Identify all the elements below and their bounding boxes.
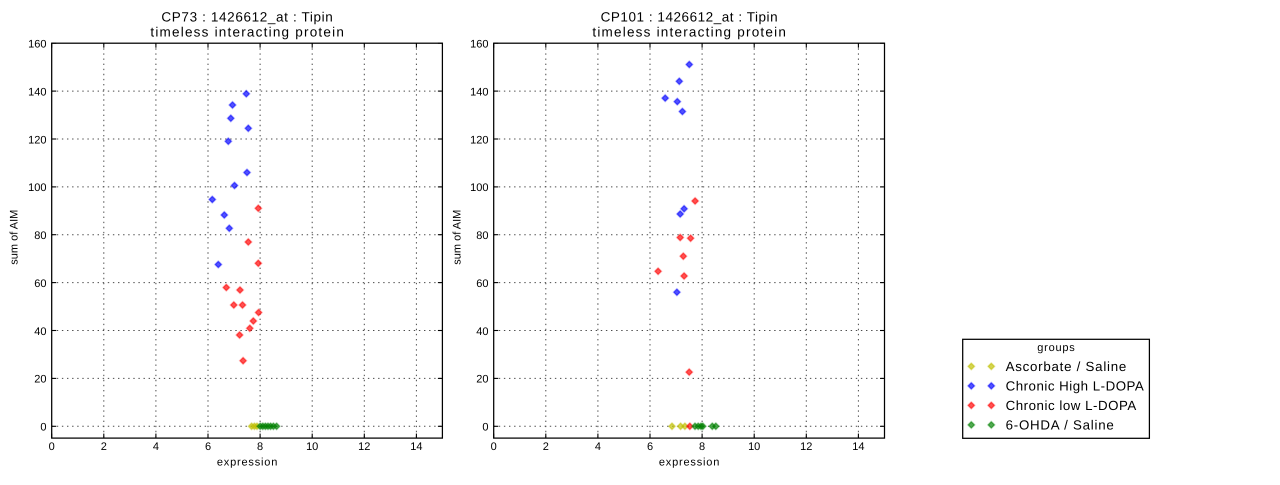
svg-text:12: 12: [800, 441, 812, 453]
svg-text:timeless interacting protein: timeless interacting protein: [592, 24, 786, 39]
svg-text:Ascorbate / Saline: Ascorbate / Saline: [1006, 359, 1127, 374]
svg-text:140: 140: [470, 86, 488, 98]
svg-text:sum of AIM: sum of AIM: [451, 210, 463, 265]
svg-text:14: 14: [410, 441, 422, 453]
svg-text:2: 2: [543, 441, 549, 453]
svg-text:120: 120: [28, 134, 46, 146]
svg-text:160: 160: [470, 39, 488, 51]
svg-text:6-OHDA / Saline: 6-OHDA / Saline: [1006, 418, 1114, 433]
svg-text:12: 12: [358, 441, 370, 453]
svg-text:160: 160: [28, 39, 46, 51]
svg-text:4: 4: [595, 441, 601, 453]
svg-text:0: 0: [491, 441, 497, 453]
svg-text:120: 120: [470, 134, 488, 146]
svg-text:80: 80: [476, 230, 488, 242]
svg-text:60: 60: [476, 278, 488, 290]
svg-text:140: 140: [28, 86, 46, 98]
svg-text:10: 10: [306, 441, 318, 453]
svg-text:20: 20: [34, 374, 46, 386]
svg-text:8: 8: [699, 441, 705, 453]
svg-text:CP101 : 1426612_at : Tipin: CP101 : 1426612_at : Tipin: [601, 9, 778, 24]
svg-text:Chronic low L-DOPA: Chronic low L-DOPA: [1006, 398, 1137, 413]
svg-text:Chronic High L-DOPA: Chronic High L-DOPA: [1006, 379, 1144, 394]
svg-text:0: 0: [482, 422, 488, 434]
svg-text:timeless interacting protein: timeless interacting protein: [150, 24, 343, 39]
svg-text:0: 0: [40, 422, 46, 434]
svg-text:40: 40: [476, 326, 488, 338]
svg-text:100: 100: [470, 182, 488, 194]
svg-text:0: 0: [49, 441, 55, 453]
svg-text:10: 10: [748, 441, 760, 453]
svg-text:2: 2: [101, 441, 107, 453]
svg-text:8: 8: [257, 441, 263, 453]
svg-text:expression: expression: [659, 457, 720, 469]
svg-text:20: 20: [476, 374, 488, 386]
svg-text:60: 60: [34, 278, 46, 290]
svg-text:80: 80: [34, 230, 46, 242]
svg-text:6: 6: [647, 441, 653, 453]
svg-text:4: 4: [153, 441, 159, 453]
svg-text:groups: groups: [1037, 342, 1075, 354]
svg-text:40: 40: [34, 326, 46, 338]
svg-text:100: 100: [28, 182, 46, 194]
svg-text:expression: expression: [217, 457, 278, 469]
svg-text:sum of AIM: sum of AIM: [8, 210, 20, 265]
svg-text:6: 6: [205, 441, 211, 453]
svg-text:CP73 : 1426612_at : Tipin: CP73 : 1426612_at : Tipin: [161, 9, 332, 24]
svg-text:14: 14: [852, 441, 864, 453]
